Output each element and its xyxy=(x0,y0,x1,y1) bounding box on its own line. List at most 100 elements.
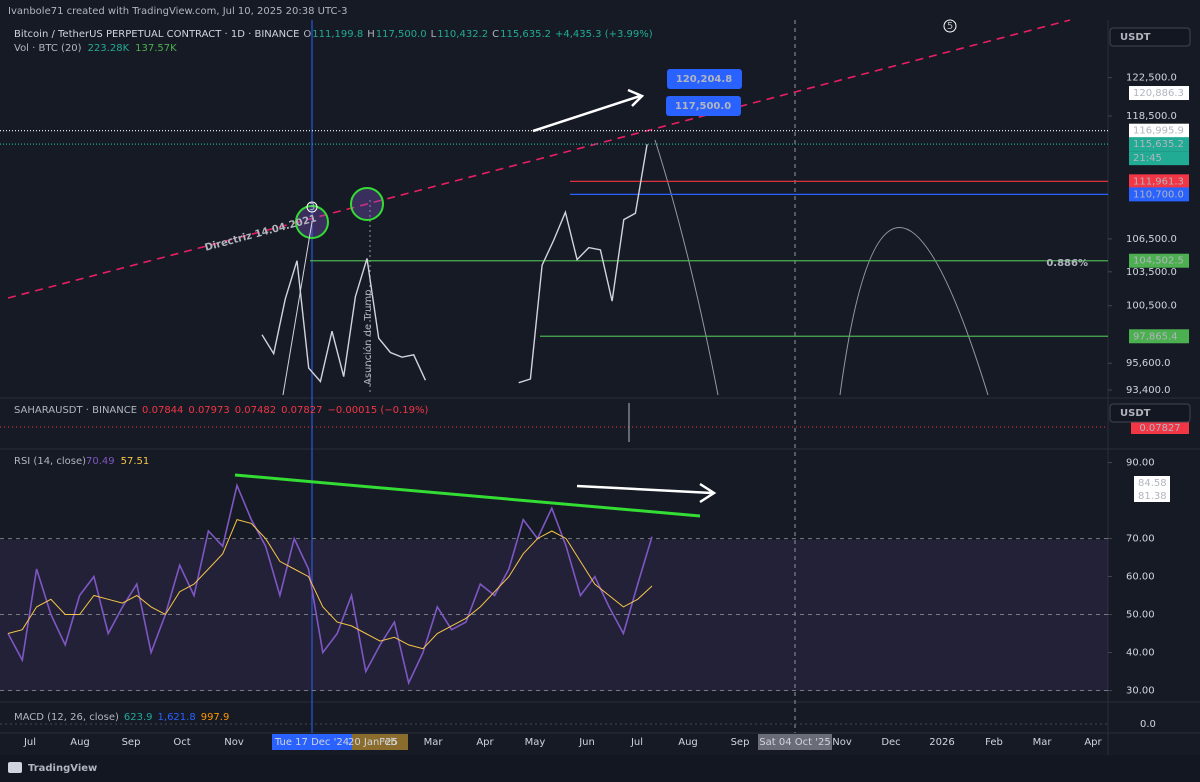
y-tick-label: 106,500.0 xyxy=(1126,234,1177,245)
x-tick-label: 2026 xyxy=(929,737,954,748)
currency-badge xyxy=(1109,403,1191,423)
rsi-band xyxy=(0,540,1108,691)
callout-high: 120,204.8 xyxy=(676,74,732,85)
price-label-bg xyxy=(1129,253,1189,268)
footer-logo: TradingView xyxy=(28,763,97,774)
ohlc-key: H xyxy=(367,29,375,40)
x-tick-label: Nov xyxy=(832,737,852,748)
price-line xyxy=(261,258,427,383)
y-tick-label: 30.00 xyxy=(1126,686,1155,697)
price-label: 110,700.0 xyxy=(1133,189,1184,200)
x-tick-label: Feb xyxy=(985,737,1003,748)
y-tick-label: 90.00 xyxy=(1126,458,1155,469)
volume-line: Vol · BTC (20) 223.28K 137.57K xyxy=(14,43,177,54)
fib-label: 0.886% xyxy=(1046,258,1088,269)
second-symbol-value: 0.07482 xyxy=(235,405,276,416)
x-highlight xyxy=(272,734,352,750)
footer-bar xyxy=(0,755,1200,782)
price-label: 115,635.2 xyxy=(1133,139,1184,150)
volume-name: Vol · BTC (20) xyxy=(14,43,82,54)
callout-box xyxy=(667,69,742,89)
price-label-bg xyxy=(1129,174,1189,189)
x-tick-label: Nov xyxy=(224,737,244,748)
price-line xyxy=(518,144,648,384)
price-label: 120,886.3 xyxy=(1133,88,1184,99)
y-tick-label: 50.00 xyxy=(1126,610,1155,621)
volume-value: 137.57K xyxy=(135,43,177,54)
currency-label: USDT xyxy=(1120,32,1151,43)
marker-label: 5 xyxy=(947,21,953,32)
credit: Ivanbole71 created with TradingView.com,… xyxy=(8,6,347,17)
ohlc-value: 115,635.2 xyxy=(500,29,551,40)
rsi-values: 70.49 57.51 xyxy=(86,456,149,467)
x-tick-label: Jul xyxy=(23,737,36,748)
second-symbol-value: 0.07973 xyxy=(188,405,229,416)
x-tick-label: Apr xyxy=(1084,737,1102,748)
macd-axis-label: 0.0 xyxy=(1140,719,1156,730)
rsi-value-label: 81.38 xyxy=(1138,491,1167,502)
x-tick-label: Tue 17 Dec '24 xyxy=(274,737,349,748)
arrow xyxy=(532,88,645,133)
x-tick-label: Sat 04 Oct '25 xyxy=(759,737,830,748)
rsi-line xyxy=(7,519,653,650)
price-label-bg xyxy=(1129,123,1189,138)
y-tick-label: 122,500.0 xyxy=(1126,73,1177,84)
marker xyxy=(943,19,957,33)
arrow xyxy=(576,482,717,504)
y-tick-label: 118,500.0 xyxy=(1126,111,1177,122)
price-label: 111,961.3 xyxy=(1133,176,1184,187)
projection-curve xyxy=(654,139,719,396)
x-tick-label: Aug xyxy=(70,737,90,748)
countdown: 21:45 xyxy=(1133,153,1162,164)
marker-label: 3 xyxy=(309,202,315,213)
x-tick-label: Jul xyxy=(630,737,643,748)
price-label-bg xyxy=(1129,329,1189,344)
rsi-value-label-bg xyxy=(1134,476,1170,489)
x-tick-label: Mar xyxy=(424,737,444,748)
vertical-label: Asunción de Trump xyxy=(362,290,374,386)
rsi-value: 57.51 xyxy=(121,456,150,467)
currency-label: USDT xyxy=(1120,408,1151,419)
x-highlight xyxy=(352,734,408,750)
x-tick-label: Jun xyxy=(578,737,595,748)
x-tick-label: Oct xyxy=(173,737,190,748)
ohlc-value: 110,432.2 xyxy=(437,29,488,40)
marker xyxy=(306,201,318,213)
currency-badge xyxy=(1109,27,1191,47)
ohlc-value: 111,199.8 xyxy=(312,29,363,40)
ohlc-key: O xyxy=(303,29,311,40)
x-tick-label: Mar xyxy=(1033,737,1053,748)
volume-value: 223.28K xyxy=(88,43,130,54)
ohlc-key: L xyxy=(431,29,437,40)
second-symbol-change: −0.00015 (−0.19%) xyxy=(327,405,428,416)
ohlc-value: 117,500.0 xyxy=(376,29,427,40)
price-label: 97,865.4 xyxy=(1133,331,1178,342)
logo-icon xyxy=(8,762,22,773)
symbol-line: Bitcoin / TetherUS PERPETUAL CONTRACT · … xyxy=(14,29,653,40)
x-tick-label: Aug xyxy=(678,737,698,748)
second-symbol-label-bg xyxy=(1131,420,1189,434)
x-tick-label: Sep xyxy=(122,737,141,748)
callout-mid: 117,500.0 xyxy=(675,101,731,112)
price-label-bg xyxy=(1129,187,1189,202)
y-tick-label: 103,500.0 xyxy=(1126,267,1177,278)
rsi-value-label-bg xyxy=(1134,489,1170,502)
highlight-circle xyxy=(350,187,384,221)
y-tick-label: 70.00 xyxy=(1126,534,1155,545)
rsi-title: RSI (14, close) xyxy=(14,456,86,467)
ohlc-key: C xyxy=(492,29,499,40)
rsi-line xyxy=(7,482,653,686)
guide-line xyxy=(282,221,313,396)
x-tick-label: Apr xyxy=(476,737,494,748)
price-label-bg xyxy=(1129,86,1189,101)
callout-box xyxy=(666,96,741,116)
y-tick-label: 40.00 xyxy=(1126,648,1155,659)
x-tick-label: Feb xyxy=(379,737,397,748)
x-tick-label: 20 Jan '25 xyxy=(348,737,398,748)
symbol: Bitcoin / TetherUS PERPETUAL CONTRACT · … xyxy=(14,29,299,40)
y-tick-label: 100,500.0 xyxy=(1126,301,1177,312)
second-symbol-value: 0.07844 xyxy=(142,405,183,416)
y-tick-label: 95,600.0 xyxy=(1126,358,1171,369)
x-tick-label: Dec xyxy=(881,737,900,748)
price-label: 116,995.9 xyxy=(1133,126,1184,137)
